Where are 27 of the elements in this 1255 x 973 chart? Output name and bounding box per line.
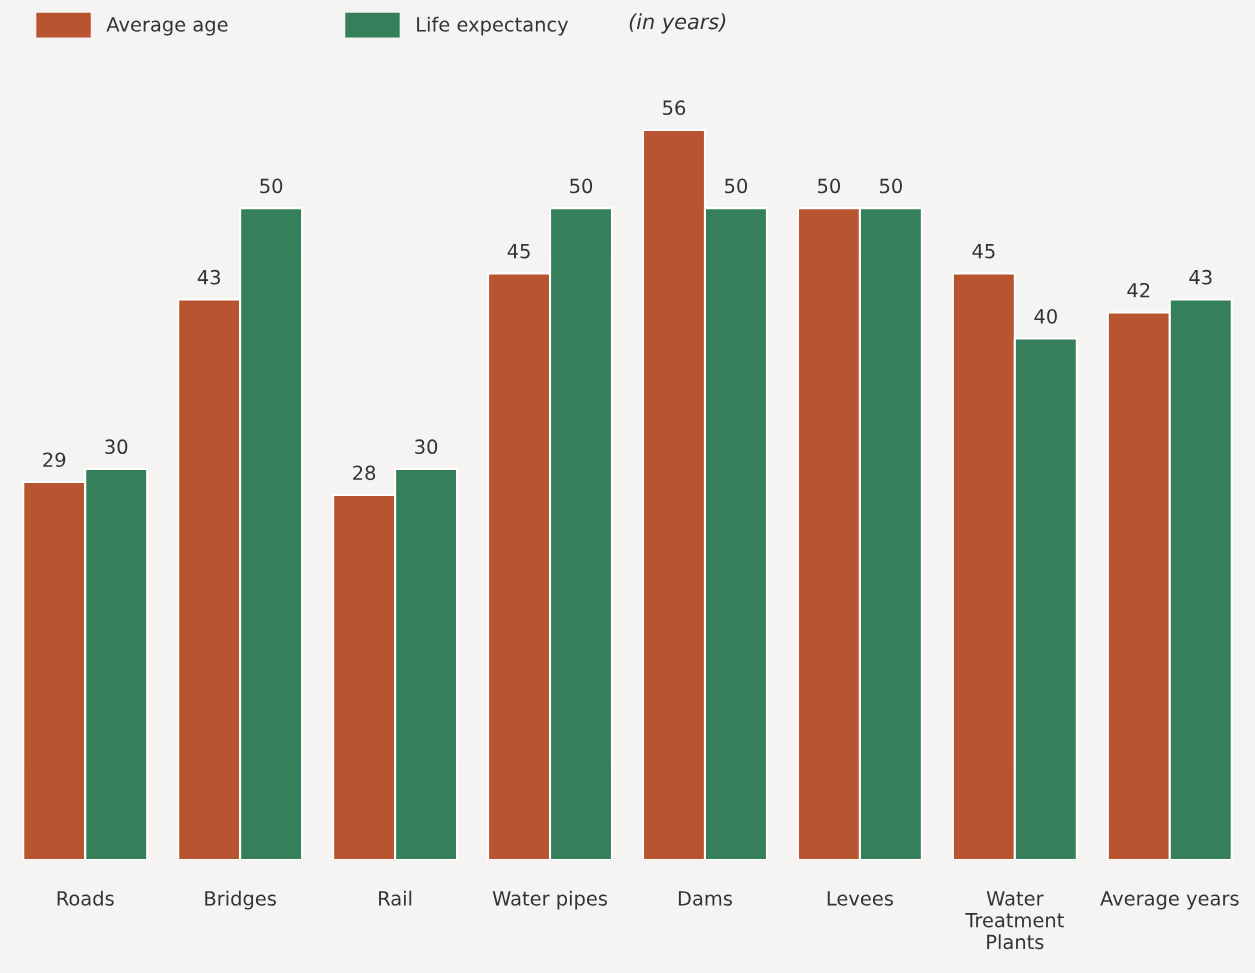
text: (in years): [629, 13, 726, 34]
data-label: 50: [260, 178, 283, 194]
data-label: 43: [1189, 269, 1212, 285]
x-tick-label: Dams: [678, 891, 732, 906]
legend-label: Average age: [106, 17, 228, 36]
x-tick-label: Water Treatment Plants: [965, 891, 1064, 950]
legend-label: Life expectancy: [417, 16, 569, 36]
data-label: 56: [663, 100, 686, 116]
data-label: 42: [1127, 282, 1150, 298]
data-label: 29: [43, 452, 66, 468]
data-label: 50: [570, 178, 593, 194]
x-tick-label: Levees: [827, 891, 893, 906]
data-label: 30: [415, 439, 438, 455]
x-tick-label: Roads: [57, 890, 114, 906]
x-tick-label: Rail: [379, 890, 412, 906]
x-tick-label: Water pipes: [492, 890, 607, 910]
data-label: 28: [353, 465, 376, 481]
x-tick-label: Bridges: [205, 890, 276, 910]
data-label: 45: [507, 244, 530, 259]
data-label: 40: [1034, 308, 1057, 324]
data-label: 50: [880, 178, 902, 194]
data-label: 45: [972, 244, 995, 259]
data-label: 50: [725, 178, 748, 194]
data-label: 50: [818, 178, 840, 194]
x-tick-label: Average years: [1100, 891, 1239, 910]
data-label: 30: [105, 439, 128, 455]
data-label: 43: [197, 269, 220, 285]
